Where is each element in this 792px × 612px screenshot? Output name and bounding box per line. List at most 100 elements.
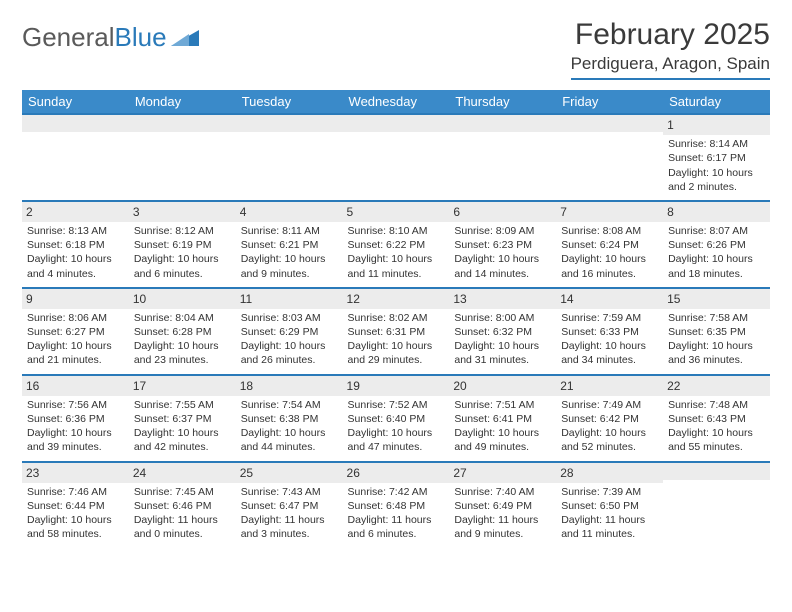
day-detail-line: Sunset: 6:28 PM	[134, 325, 231, 339]
day-detail-line: Daylight: 10 hours and 52 minutes.	[561, 426, 658, 454]
day-number	[663, 463, 770, 480]
calendar-week-row: 9Sunrise: 8:06 AMSunset: 6:27 PMDaylight…	[22, 288, 770, 375]
day-detail-line: Sunrise: 7:45 AM	[134, 485, 231, 499]
day-detail-line: Daylight: 10 hours and 42 minutes.	[134, 426, 231, 454]
day-number	[22, 115, 129, 132]
day-details: Sunrise: 7:39 AMSunset: 6:50 PMDaylight:…	[560, 485, 659, 542]
day-detail-line: Daylight: 11 hours and 9 minutes.	[454, 513, 551, 541]
day-details: Sunrise: 8:13 AMSunset: 6:18 PMDaylight:…	[26, 224, 125, 281]
day-detail-line: Daylight: 10 hours and 9 minutes.	[241, 252, 338, 280]
day-detail-line: Sunrise: 8:04 AM	[134, 311, 231, 325]
weekday-header: Wednesday	[343, 90, 450, 114]
day-number: 6	[449, 202, 556, 222]
day-detail-line: Sunset: 6:50 PM	[561, 499, 658, 513]
calendar-week-row: 23Sunrise: 7:46 AMSunset: 6:44 PMDayligh…	[22, 462, 770, 548]
day-detail-line: Sunrise: 8:07 AM	[668, 224, 765, 238]
calendar-day-cell: 3Sunrise: 8:12 AMSunset: 6:19 PMDaylight…	[129, 201, 236, 288]
day-detail-line: Sunset: 6:18 PM	[27, 238, 124, 252]
day-detail-line: Sunset: 6:29 PM	[241, 325, 338, 339]
day-detail-line: Sunrise: 8:11 AM	[241, 224, 338, 238]
day-number: 15	[663, 289, 770, 309]
day-details: Sunrise: 8:09 AMSunset: 6:23 PMDaylight:…	[453, 224, 552, 281]
day-detail-line: Daylight: 11 hours and 0 minutes.	[134, 513, 231, 541]
day-details: Sunrise: 8:12 AMSunset: 6:19 PMDaylight:…	[133, 224, 232, 281]
day-detail-line: Sunrise: 8:14 AM	[668, 137, 765, 151]
day-detail-line: Sunset: 6:43 PM	[668, 412, 765, 426]
day-number: 9	[22, 289, 129, 309]
day-detail-line: Sunrise: 7:48 AM	[668, 398, 765, 412]
logo-triangle-icon	[171, 22, 199, 53]
day-detail-line: Daylight: 10 hours and 16 minutes.	[561, 252, 658, 280]
day-details: Sunrise: 7:56 AMSunset: 6:36 PMDaylight:…	[26, 398, 125, 455]
day-details: Sunrise: 7:40 AMSunset: 6:49 PMDaylight:…	[453, 485, 552, 542]
day-number: 24	[129, 463, 236, 483]
calendar-day-cell: 20Sunrise: 7:51 AMSunset: 6:41 PMDayligh…	[449, 375, 556, 462]
day-details: Sunrise: 8:11 AMSunset: 6:21 PMDaylight:…	[240, 224, 339, 281]
day-detail-line: Sunrise: 7:51 AM	[454, 398, 551, 412]
calendar-day-cell: 15Sunrise: 7:58 AMSunset: 6:35 PMDayligh…	[663, 288, 770, 375]
day-detail-line: Sunrise: 7:55 AM	[134, 398, 231, 412]
day-detail-line: Daylight: 10 hours and 47 minutes.	[348, 426, 445, 454]
calendar-table: Sunday Monday Tuesday Wednesday Thursday…	[22, 90, 770, 548]
day-detail-line: Sunset: 6:24 PM	[561, 238, 658, 252]
day-detail-line: Daylight: 10 hours and 18 minutes.	[668, 252, 765, 280]
day-number: 8	[663, 202, 770, 222]
day-detail-line: Daylight: 11 hours and 3 minutes.	[241, 513, 338, 541]
calendar-week-row: 2Sunrise: 8:13 AMSunset: 6:18 PMDaylight…	[22, 201, 770, 288]
day-detail-line: Daylight: 10 hours and 11 minutes.	[348, 252, 445, 280]
day-detail-line: Daylight: 10 hours and 55 minutes.	[668, 426, 765, 454]
day-detail-line: Daylight: 10 hours and 34 minutes.	[561, 339, 658, 367]
day-detail-line: Sunset: 6:48 PM	[348, 499, 445, 513]
calendar-day-cell: 1Sunrise: 8:14 AMSunset: 6:17 PMDaylight…	[663, 114, 770, 201]
day-details: Sunrise: 7:58 AMSunset: 6:35 PMDaylight:…	[667, 311, 766, 368]
calendar-day-cell: 23Sunrise: 7:46 AMSunset: 6:44 PMDayligh…	[22, 462, 129, 548]
day-details: Sunrise: 7:48 AMSunset: 6:43 PMDaylight:…	[667, 398, 766, 455]
day-details: Sunrise: 8:10 AMSunset: 6:22 PMDaylight:…	[347, 224, 446, 281]
calendar-day-cell: 24Sunrise: 7:45 AMSunset: 6:46 PMDayligh…	[129, 462, 236, 548]
day-number: 27	[449, 463, 556, 483]
day-detail-line: Daylight: 10 hours and 36 minutes.	[668, 339, 765, 367]
day-number: 22	[663, 376, 770, 396]
day-detail-line: Sunset: 6:36 PM	[27, 412, 124, 426]
day-detail-line: Sunrise: 8:06 AM	[27, 311, 124, 325]
day-detail-line: Daylight: 10 hours and 49 minutes.	[454, 426, 551, 454]
calendar-day-cell: 21Sunrise: 7:49 AMSunset: 6:42 PMDayligh…	[556, 375, 663, 462]
day-detail-line: Sunrise: 8:03 AM	[241, 311, 338, 325]
calendar-day-cell	[22, 114, 129, 201]
calendar-day-cell: 16Sunrise: 7:56 AMSunset: 6:36 PMDayligh…	[22, 375, 129, 462]
day-detail-line: Sunset: 6:27 PM	[27, 325, 124, 339]
day-detail-line: Sunrise: 7:52 AM	[348, 398, 445, 412]
month-title: February 2025	[571, 18, 770, 52]
day-details: Sunrise: 7:55 AMSunset: 6:37 PMDaylight:…	[133, 398, 232, 455]
day-detail-line: Daylight: 10 hours and 21 minutes.	[27, 339, 124, 367]
day-number: 2	[22, 202, 129, 222]
day-details: Sunrise: 7:49 AMSunset: 6:42 PMDaylight:…	[560, 398, 659, 455]
day-detail-line: Daylight: 10 hours and 29 minutes.	[348, 339, 445, 367]
day-number: 13	[449, 289, 556, 309]
weekday-header: Friday	[556, 90, 663, 114]
day-details: Sunrise: 7:51 AMSunset: 6:41 PMDaylight:…	[453, 398, 552, 455]
logo-text-general: General	[22, 22, 115, 53]
day-number	[343, 115, 450, 132]
day-details: Sunrise: 7:43 AMSunset: 6:47 PMDaylight:…	[240, 485, 339, 542]
calendar-day-cell: 28Sunrise: 7:39 AMSunset: 6:50 PMDayligh…	[556, 462, 663, 548]
day-detail-line: Daylight: 10 hours and 44 minutes.	[241, 426, 338, 454]
day-detail-line: Sunrise: 7:39 AM	[561, 485, 658, 499]
day-details: Sunrise: 8:14 AMSunset: 6:17 PMDaylight:…	[667, 137, 766, 194]
day-number: 23	[22, 463, 129, 483]
day-number	[236, 115, 343, 132]
day-detail-line: Daylight: 11 hours and 6 minutes.	[348, 513, 445, 541]
day-detail-line: Sunrise: 7:46 AM	[27, 485, 124, 499]
calendar-day-cell	[449, 114, 556, 201]
day-number: 5	[343, 202, 450, 222]
calendar-day-cell: 26Sunrise: 7:42 AMSunset: 6:48 PMDayligh…	[343, 462, 450, 548]
day-detail-line: Sunset: 6:19 PM	[134, 238, 231, 252]
calendar-day-cell: 9 Sunrise: 8:06 AMSunset: 6:27 PMDaylight…	[22, 288, 129, 375]
day-detail-line: Daylight: 10 hours and 14 minutes.	[454, 252, 551, 280]
day-detail-line: Sunrise: 8:08 AM	[561, 224, 658, 238]
day-detail-line: Sunset: 6:38 PM	[241, 412, 338, 426]
day-detail-line: Daylight: 10 hours and 2 minutes.	[668, 166, 765, 194]
calendar-day-cell: 8Sunrise: 8:07 AMSunset: 6:26 PMDaylight…	[663, 201, 770, 288]
day-details: Sunrise: 7:45 AMSunset: 6:46 PMDaylight:…	[133, 485, 232, 542]
calendar-day-cell: 5Sunrise: 8:10 AMSunset: 6:22 PMDaylight…	[343, 201, 450, 288]
